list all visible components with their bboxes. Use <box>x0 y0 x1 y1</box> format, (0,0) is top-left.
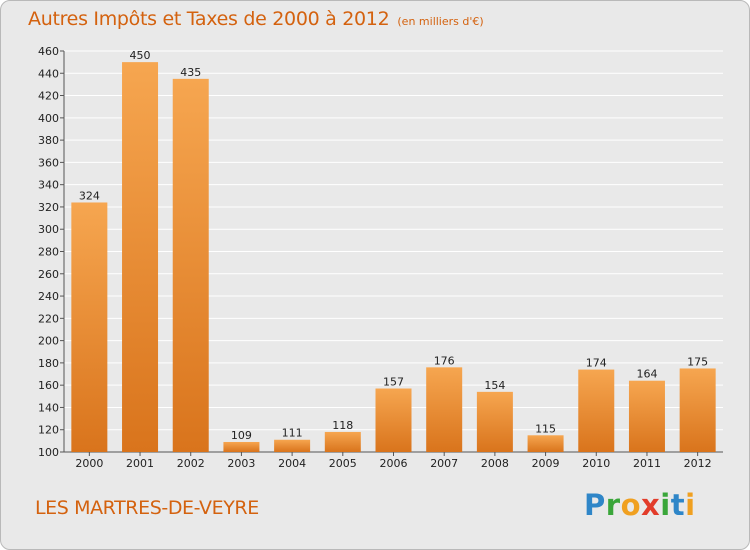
bar <box>628 380 665 452</box>
bar <box>527 435 564 452</box>
data-label: 176 <box>434 354 455 367</box>
y-tick-label: 440 <box>38 67 59 80</box>
bar <box>426 367 463 452</box>
y-tick-label: 140 <box>38 401 59 414</box>
data-label: 115 <box>535 422 556 435</box>
bar <box>223 441 260 452</box>
data-label: 324 <box>79 189 100 202</box>
y-tick-label: 320 <box>38 201 59 214</box>
data-label: 164 <box>636 368 657 381</box>
x-tick-label: 2008 <box>481 457 509 470</box>
data-label: 175 <box>687 355 708 368</box>
data-label: 111 <box>282 427 303 440</box>
logo-letter: o <box>620 488 642 522</box>
y-tick-label: 360 <box>38 156 59 169</box>
chart-subtitle: (en milliers d'€) <box>397 15 484 28</box>
x-tick-label: 2000 <box>75 457 103 470</box>
data-label: 109 <box>231 429 252 442</box>
bar <box>578 369 615 452</box>
bar <box>172 78 209 452</box>
bar <box>679 368 716 452</box>
x-tick-label: 2002 <box>177 457 205 470</box>
y-tick-label: 420 <box>38 90 59 103</box>
logo-letter: P <box>584 488 606 522</box>
bar <box>122 62 159 453</box>
data-label: 435 <box>180 66 201 79</box>
data-label: 118 <box>332 419 353 432</box>
logo-letter: t <box>670 488 686 522</box>
y-tick-label: 220 <box>38 312 59 325</box>
bar <box>476 391 513 452</box>
y-tick-label: 160 <box>38 379 59 392</box>
y-tick-label: 100 <box>38 446 59 459</box>
chart-title: Autres Impôts et Taxes de 2000 à 2012 (en… <box>28 8 484 30</box>
proxiti-logo[interactable]: Proxiti <box>584 488 696 522</box>
commune-name: LES MARTRES-DE-VEYRE <box>35 497 259 519</box>
y-tick-label: 200 <box>38 335 59 348</box>
y-tick-label: 340 <box>38 179 59 192</box>
y-tick-label: 240 <box>38 290 59 303</box>
logo-letter: i <box>685 488 696 522</box>
x-tick-label: 2005 <box>329 457 357 470</box>
bar <box>375 388 412 452</box>
bars <box>71 62 716 453</box>
y-axis-ticks: 100 120 140 160 180 200 220 240 260 280 300 320 340 3… <box>38 45 64 459</box>
bar <box>71 202 108 452</box>
x-tick-label: 2004 <box>278 457 306 470</box>
y-tick-label: 280 <box>38 246 59 259</box>
x-axis-ticks: 2000 2001 2002 2003 2004 2005 2006 2007 2008 2009… <box>75 452 712 470</box>
x-tick-label: 2007 <box>430 457 458 470</box>
data-label: 450 <box>130 49 151 62</box>
y-tick-label: 260 <box>38 268 59 281</box>
y-tick-label: 180 <box>38 357 59 370</box>
y-tick-label: 120 <box>38 424 59 437</box>
y-tick-label: 460 <box>38 45 59 58</box>
x-tick-label: 2001 <box>126 457 154 470</box>
x-tick-label: 2009 <box>532 457 560 470</box>
y-tick-label: 380 <box>38 134 59 147</box>
logo-letter: i <box>660 488 671 522</box>
logo-letter: r <box>605 488 621 522</box>
data-label: 174 <box>586 357 607 370</box>
bar <box>274 439 311 452</box>
data-label: 154 <box>484 379 505 392</box>
x-tick-label: 2003 <box>227 457 255 470</box>
data-labels: 324 450 435 109 111 118 157 176 154 115 174 164 175 <box>79 49 708 442</box>
logo-letter: x <box>641 488 661 522</box>
x-tick-label: 2010 <box>582 457 610 470</box>
x-tick-label: 2011 <box>633 457 661 470</box>
data-label: 157 <box>383 376 404 389</box>
x-tick-label: 2012 <box>684 457 712 470</box>
y-tick-label: 300 <box>38 223 59 236</box>
bar <box>324 431 361 452</box>
y-tick-label: 400 <box>38 112 59 125</box>
x-tick-label: 2006 <box>380 457 408 470</box>
